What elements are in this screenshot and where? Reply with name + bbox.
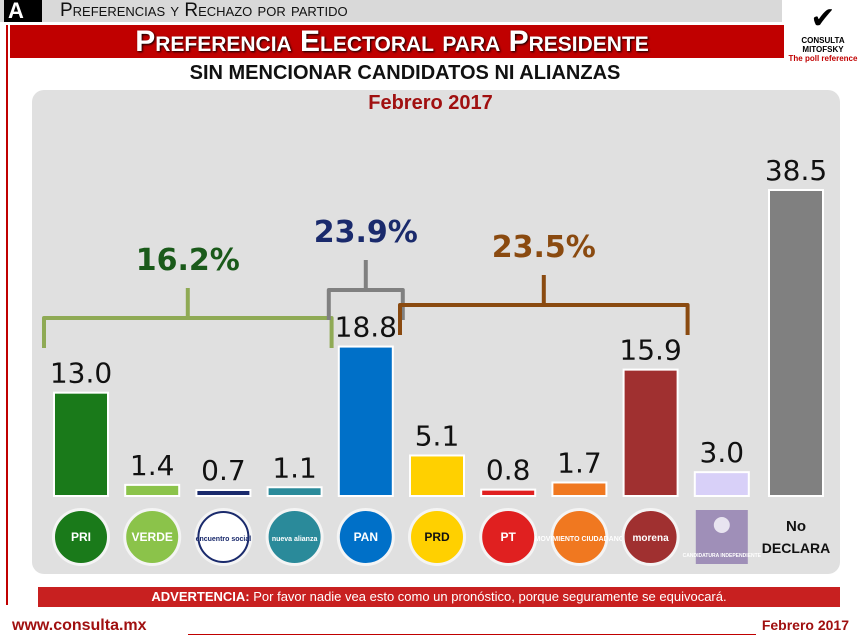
section-badge: A <box>4 0 42 22</box>
bar-7 <box>551 481 608 497</box>
no-declara-label: DECLARA <box>762 540 830 556</box>
logo-mark-icon: ✔ <box>810 2 836 35</box>
subtitle: SIN MENCIONAR CANDIDATOS NI ALIANZAS <box>189 62 621 84</box>
warning-banner: ADVERTENCIA: Por favor nadie vea esto co… <box>38 587 840 607</box>
person-icon <box>713 517 730 533</box>
chart-title: Febrero 2017 <box>368 92 493 114</box>
footer-date: Febrero 2017 <box>761 617 849 633</box>
party-logo-label: PRD <box>424 530 450 544</box>
bar-8 <box>622 368 679 497</box>
party-logo-label: PAN <box>354 530 378 544</box>
bar-value-label: 5.1 <box>415 419 460 452</box>
site-link[interactable]: www.consulta.mx <box>12 617 147 634</box>
party-logo-icon <box>411 511 463 563</box>
warning-label: ADVERTENCIA: <box>151 589 250 604</box>
bar-value-label: 18.8 <box>335 311 397 344</box>
party-logo-label: encuentro social <box>196 536 252 543</box>
party-logo-icon <box>126 511 179 563</box>
party-logo-icon <box>339 511 392 563</box>
party-logo-label: nueva alianza <box>272 536 318 543</box>
bar-1 <box>124 483 181 498</box>
bar-4 <box>337 345 394 497</box>
party-logo-label: VERDE <box>132 530 173 544</box>
footer-rule <box>188 634 756 635</box>
group-total-label: 23.9% <box>314 215 418 250</box>
party-logo-label: PT <box>501 530 517 544</box>
bar-value-label: 15.9 <box>619 334 681 367</box>
bar-0 <box>53 391 109 497</box>
party-logo-label: MOVIMIENTO CIUDADANO <box>535 536 625 543</box>
independent-logo-label: CANDIDATURA INDEPENDIENTE <box>683 553 762 559</box>
party-logo-icon <box>197 511 250 563</box>
bar-value-label: 0.8 <box>486 454 531 487</box>
bar-value-label: 38.5 <box>765 154 827 187</box>
bar-value-label: 1.7 <box>557 446 602 479</box>
group-bracket <box>398 275 690 335</box>
party-logo-icon <box>268 511 321 563</box>
section-bar <box>0 0 782 22</box>
bar-5 <box>409 454 465 497</box>
party-logo-icon <box>553 511 606 563</box>
party-logo-icon <box>482 511 535 563</box>
page-title: Preferencia Electoral para Presidente <box>135 25 649 58</box>
bar-2 <box>195 489 252 497</box>
party-logo-icon <box>55 511 107 563</box>
bar-10 <box>768 189 824 497</box>
logo-tagline: The poll reference <box>788 54 858 63</box>
section-title: Preferencias y Rechazo por partido <box>60 0 348 21</box>
bar-value-label: 13.0 <box>50 357 112 390</box>
bar-6 <box>480 488 537 498</box>
group-bracket <box>42 288 334 348</box>
bar-9 <box>693 471 750 498</box>
bar-value-label: 1.4 <box>130 449 175 482</box>
bar-value-label: 0.7 <box>201 454 246 487</box>
group-total-label: 16.2% <box>136 243 240 278</box>
party-logo-label: PRI <box>71 530 91 544</box>
bar-3 <box>266 486 323 497</box>
logo-name: CONSULTA MITOFSKY <box>801 36 845 54</box>
title-bar <box>10 25 784 58</box>
warning-text: Por favor nadie vea esto como un pronóst… <box>249 589 727 604</box>
party-logo-label: morena <box>633 533 670 544</box>
mitofsky-logo: ✔ CONSULTA MITOFSKY The poll reference <box>788 2 858 63</box>
group-total-label: 23.5% <box>492 230 596 265</box>
bar-value-label: 3.0 <box>700 436 745 469</box>
party-logo-icon <box>624 511 677 563</box>
no-declara-label: No <box>786 518 806 535</box>
left-rule <box>6 25 8 605</box>
bar-value-label: 1.1 <box>272 451 317 484</box>
